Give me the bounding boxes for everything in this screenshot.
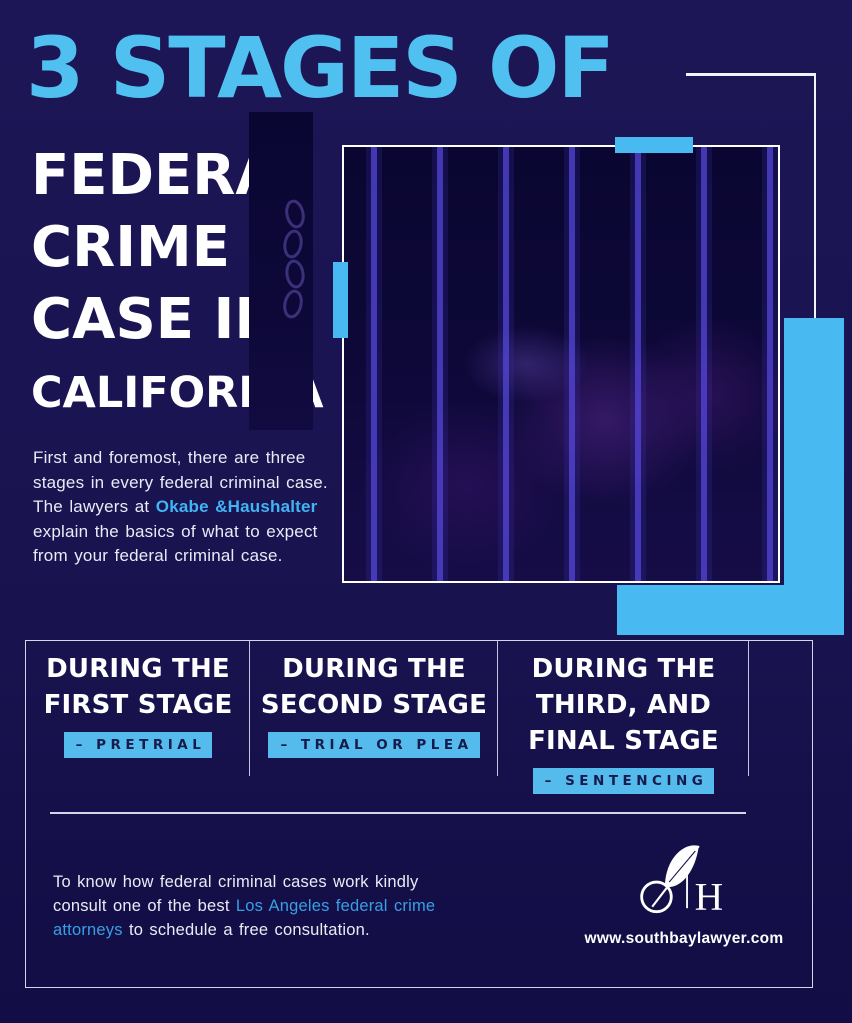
stage-title-line: FINAL STAGE (528, 726, 719, 756)
horizontal-rule (50, 812, 746, 814)
subtitle-line: CASE IN (31, 287, 282, 352)
handcuff-chain-graphic (283, 199, 305, 319)
footer-text-after: to schedule a free consultation. (122, 921, 370, 939)
jail-bars-photo (342, 145, 780, 583)
stage-title-line: FIRST STAGE (43, 690, 233, 720)
intro-text-after: explain the basics of what to expect fro… (33, 521, 318, 566)
subtitle-line: CRIME (31, 215, 231, 280)
quill-feather-icon (651, 845, 700, 908)
stage-badge-sentencing: – SENTENCING (532, 768, 715, 794)
stage-title-line: DURING THE (46, 654, 230, 684)
column-divider (748, 641, 750, 776)
column-divider (497, 641, 499, 776)
intro-paragraph: First and foremost, there are three stag… (33, 446, 329, 569)
page-title: 3 STAGES OF (26, 19, 615, 117)
footer-text-before: To know how federal criminal cases work … (53, 873, 419, 915)
stages-section: DURING THE FIRST STAGE – PRETRIAL DURING… (25, 640, 813, 988)
footer-paragraph: To know how federal criminal cases work … (53, 870, 453, 942)
la-federal-crime-attorneys-link[interactable]: Los Angeles federal crime attorneys (53, 897, 436, 939)
stage-card-first: DURING THE FIRST STAGE – PRETRIAL (26, 651, 250, 758)
column-divider (249, 641, 251, 776)
stage-title-line: THIRD, AND (535, 690, 712, 720)
handcuff-chain-photo-strip (249, 112, 313, 430)
decorative-line-horizontal (686, 73, 816, 76)
stage-card-third: DURING THE THIRD, AND FINAL STAGE – SENT… (498, 651, 749, 794)
stage-card-second: DURING THE SECOND STAGE – TRIAL OR PLEA (250, 651, 498, 758)
stage-badge-pretrial: – PRETRIAL (63, 732, 213, 758)
intro-text-before: First and foremost, there are three stag… (33, 448, 328, 517)
stage-title-line: DURING THE (531, 654, 716, 684)
stage-title-line: SECOND STAGE (260, 690, 488, 720)
okabe-haushalter-logo: H (640, 845, 724, 919)
blue-accent-bar-top (615, 137, 693, 153)
stage-title-line: DURING THE (282, 654, 466, 684)
logo-letter-h: H (695, 875, 724, 919)
blue-accent-block-right (784, 318, 844, 635)
logo-separator-bar (686, 872, 688, 909)
blue-accent-bar-left (333, 262, 348, 338)
decorative-line-vertical (813, 73, 816, 318)
logo-letter-o (640, 880, 673, 914)
okabe-haushalter-link[interactable]: Okabe &Haushalter (155, 497, 318, 517)
blue-accent-block-bottom (617, 585, 844, 635)
stage-badge-trial-or-plea: – TRIAL OR PLEA (268, 732, 480, 758)
website-url[interactable]: www.southbaylawyer.com (584, 930, 784, 947)
